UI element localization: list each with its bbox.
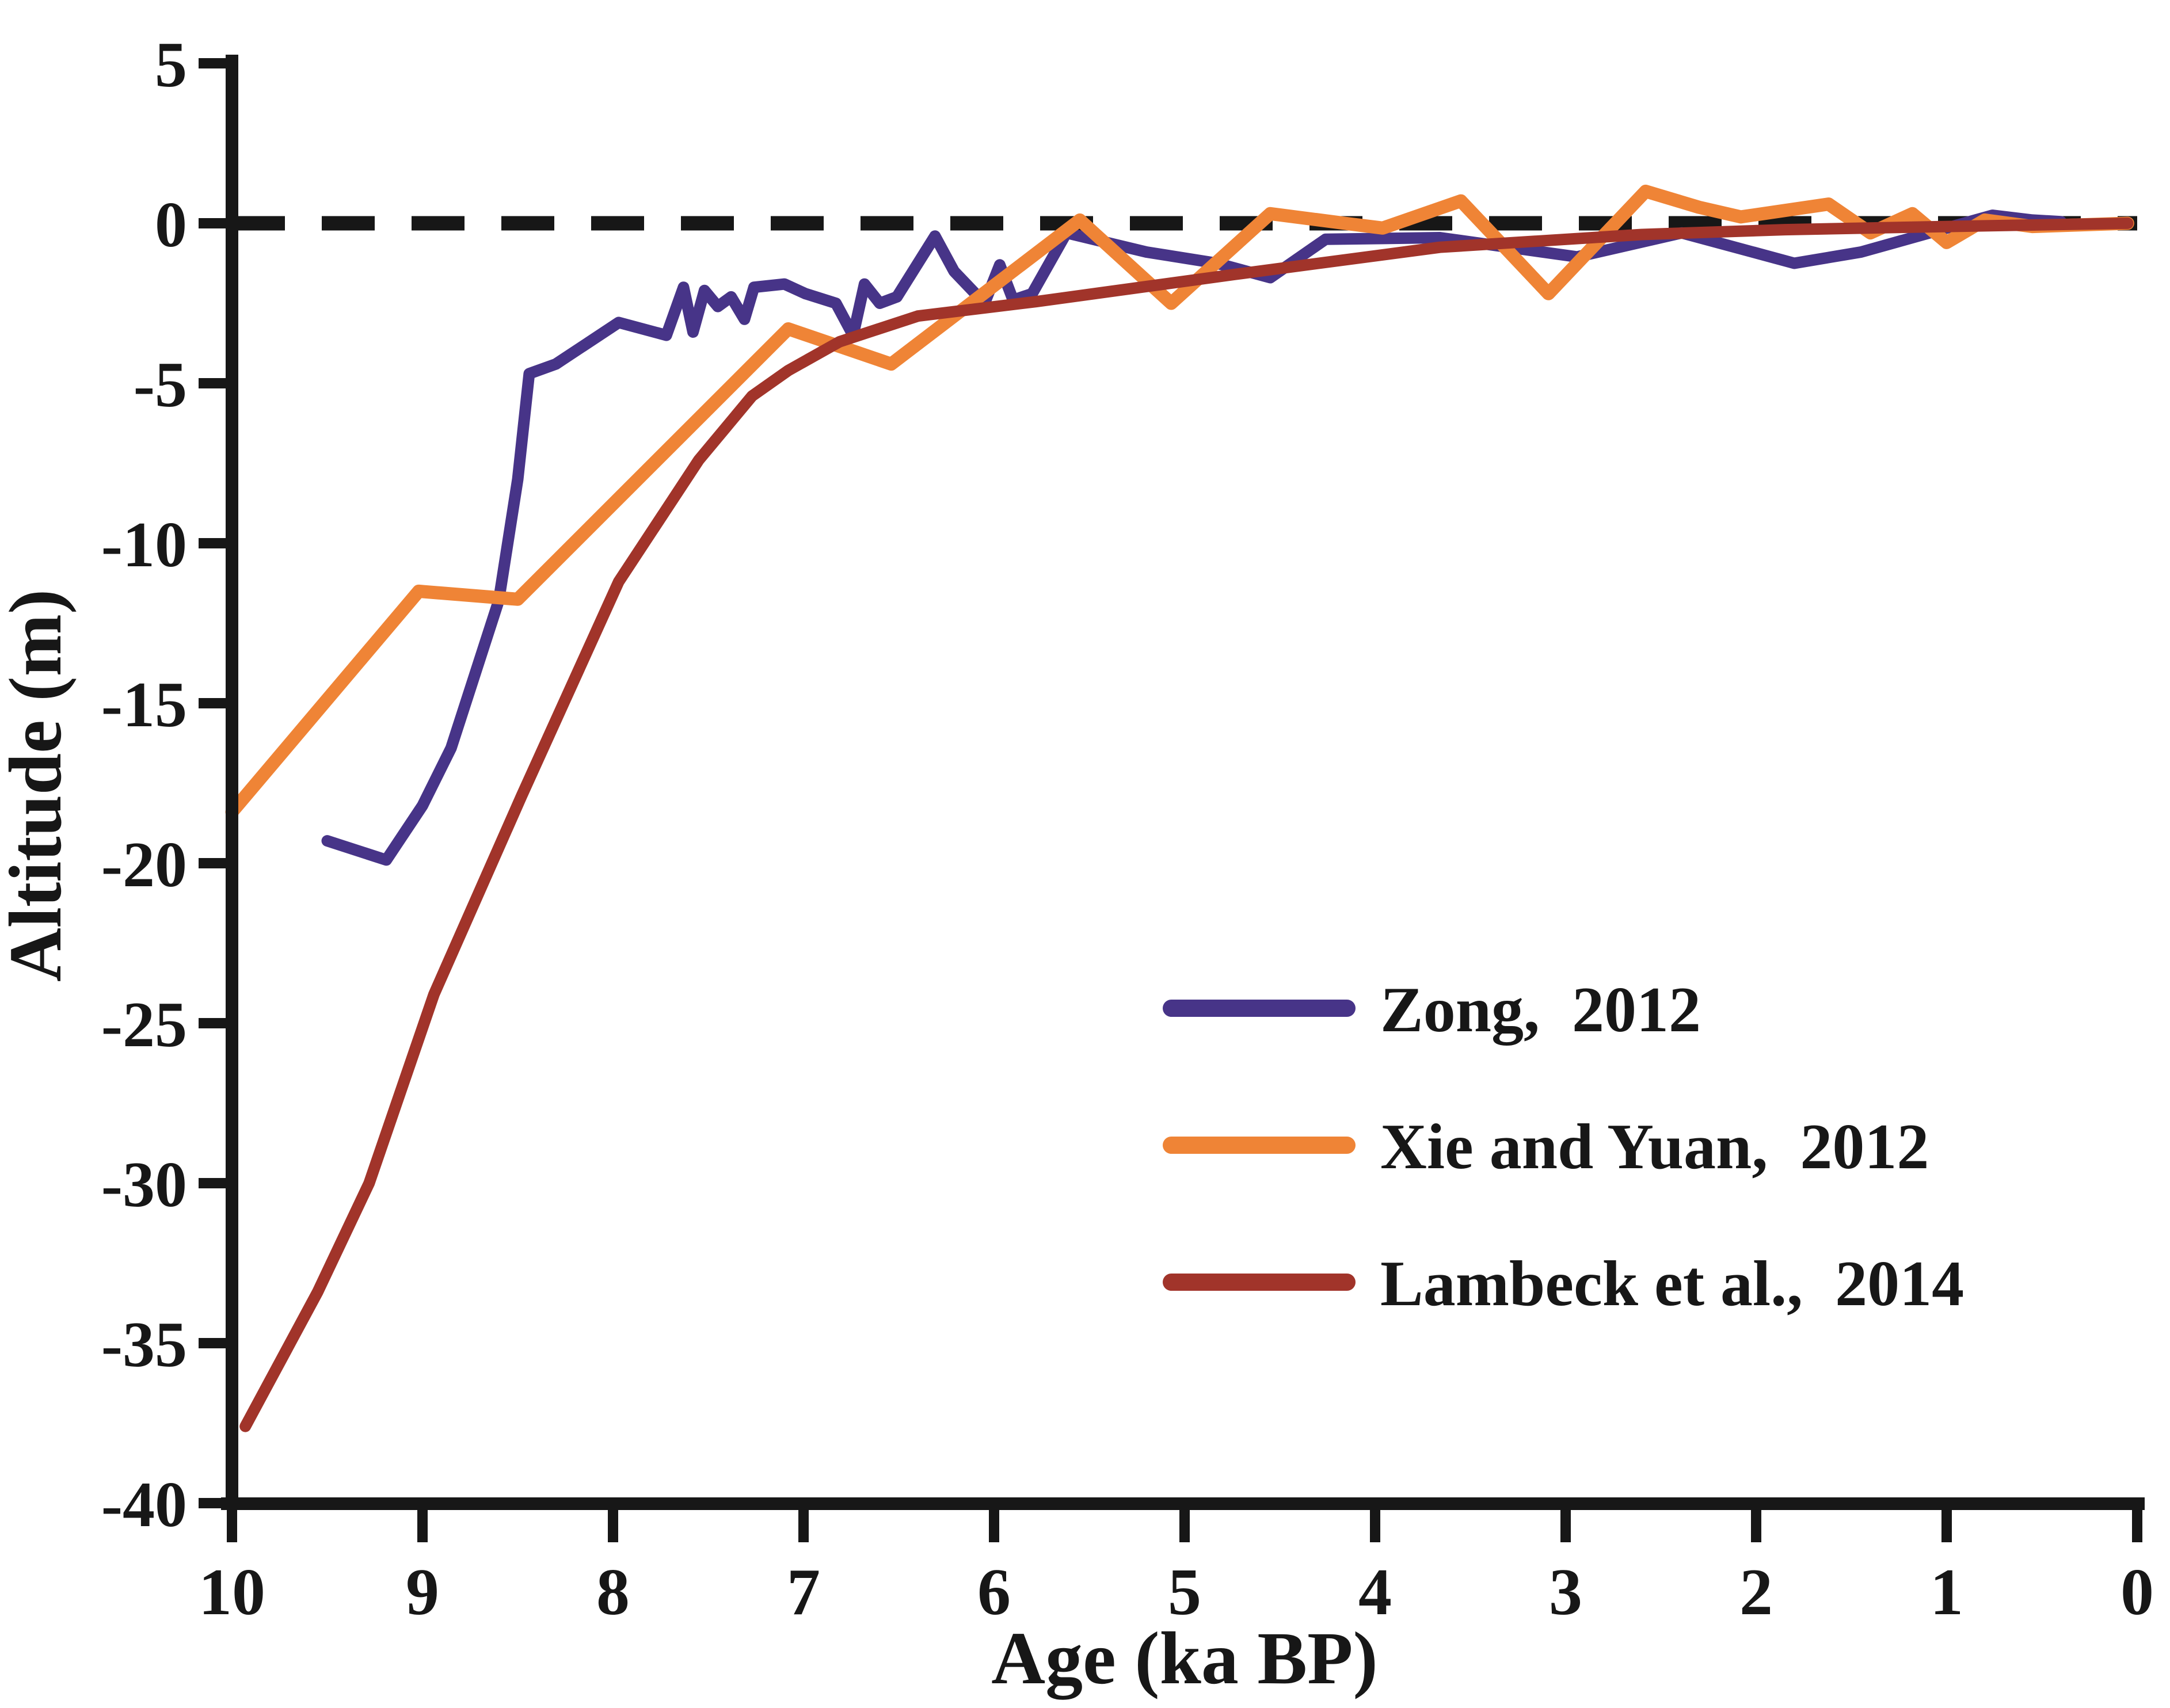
- x-tick-label: 4: [1358, 1556, 1392, 1629]
- y-tick-label: -5: [134, 349, 187, 421]
- y-tick-label: 5: [155, 29, 187, 101]
- legend: Zong, 2012 Xie and Yuan, 2012 Lambeck et…: [1163, 974, 1964, 1320]
- x-tick-label: 1: [1930, 1556, 1963, 1629]
- x-axis-title: Age (ka BP): [991, 1617, 1378, 1700]
- y-tick-label: -20: [101, 829, 187, 901]
- y-tick-label: -10: [101, 509, 187, 581]
- y-tick-label: -40: [101, 1469, 187, 1541]
- x-tick-label: 0: [2120, 1556, 2154, 1629]
- x-tick-label: 2: [1739, 1556, 1773, 1629]
- x-tick-label: 5: [1168, 1556, 1201, 1629]
- series-line-zong-2012: [321, 209, 2067, 866]
- y-tick-label: -30: [101, 1149, 187, 1221]
- legend-label-xie-yuan: Xie and Yuan, 2012: [1380, 1111, 1929, 1183]
- y-axis-ticks: 5 0 -5 -10 -15 -20 -25 -30 -35 -40: [101, 29, 232, 1541]
- data-series-lines: [225, 184, 2134, 1432]
- x-tick-label: 8: [596, 1556, 630, 1629]
- y-axis-title: Altitude (m): [0, 589, 77, 982]
- y-tick-label: 0: [155, 189, 187, 261]
- y-tick-label: -35: [101, 1309, 187, 1381]
- y-tick-label: -15: [101, 669, 187, 741]
- x-tick-label: 7: [787, 1556, 820, 1629]
- x-tick-label: 9: [406, 1556, 439, 1629]
- legend-label-lambeck: Lambeck et al., 2014: [1380, 1248, 1964, 1320]
- y-tick-label: -25: [101, 989, 187, 1061]
- legend-label-zong: Zong, 2012: [1380, 974, 1701, 1046]
- x-tick-label: 6: [977, 1556, 1011, 1629]
- x-tick-label: 3: [1549, 1556, 1582, 1629]
- x-tick-label: 10: [199, 1556, 265, 1629]
- x-axis-ticks: 10 9 8 7 6 5 4 3 2 1 0: [199, 1504, 2154, 1629]
- series-line-lambeck-et-al-2014: [239, 218, 2134, 1432]
